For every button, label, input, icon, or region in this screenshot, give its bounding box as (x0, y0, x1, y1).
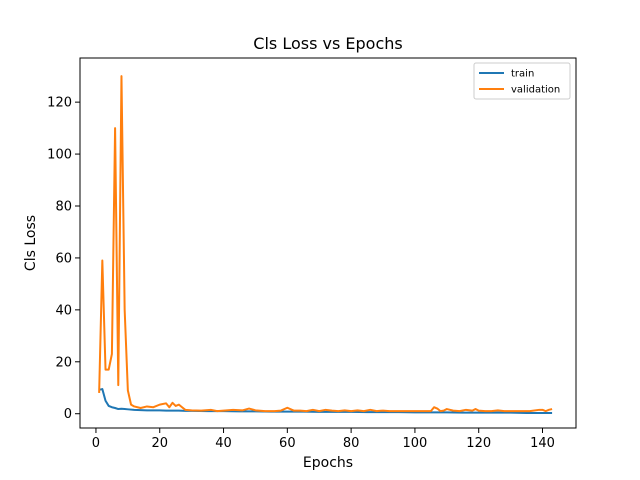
y-tick-label: 60 (55, 251, 72, 266)
y-tick-label: 100 (47, 148, 72, 163)
x-tick-label: 140 (530, 436, 555, 451)
x-tick-label: 60 (279, 436, 296, 451)
legend-label-validation: validation (511, 85, 560, 96)
y-tick-label: 0 (64, 407, 72, 422)
legend-label-train: train (511, 69, 534, 80)
x-tick-label: 120 (466, 436, 491, 451)
y-tick-label: 40 (55, 303, 72, 318)
chart-title: Cls Loss vs Epochs (253, 34, 402, 53)
x-tick-label: 80 (343, 436, 360, 451)
x-tick-label: 40 (215, 436, 232, 451)
y-axis-title: Cls Loss (23, 215, 39, 271)
series-line-validation (98, 75, 553, 413)
y-tick-label: 80 (55, 200, 72, 215)
x-tick-label: 100 (403, 436, 428, 451)
y-tick-label: 120 (47, 96, 72, 111)
series-layer (98, 75, 553, 414)
legend: train validation (473, 62, 571, 100)
y-tick-label: 20 (55, 355, 72, 370)
x-tick-label: 20 (151, 436, 168, 451)
x-tick-label: 0 (92, 436, 100, 451)
plot-frame (79, 57, 577, 429)
ticks-layer: 0 20 40 60 80 100 120 140 0 20 40 60 80 100 120 (47, 96, 555, 451)
x-axis-title: Epochs (303, 455, 353, 471)
